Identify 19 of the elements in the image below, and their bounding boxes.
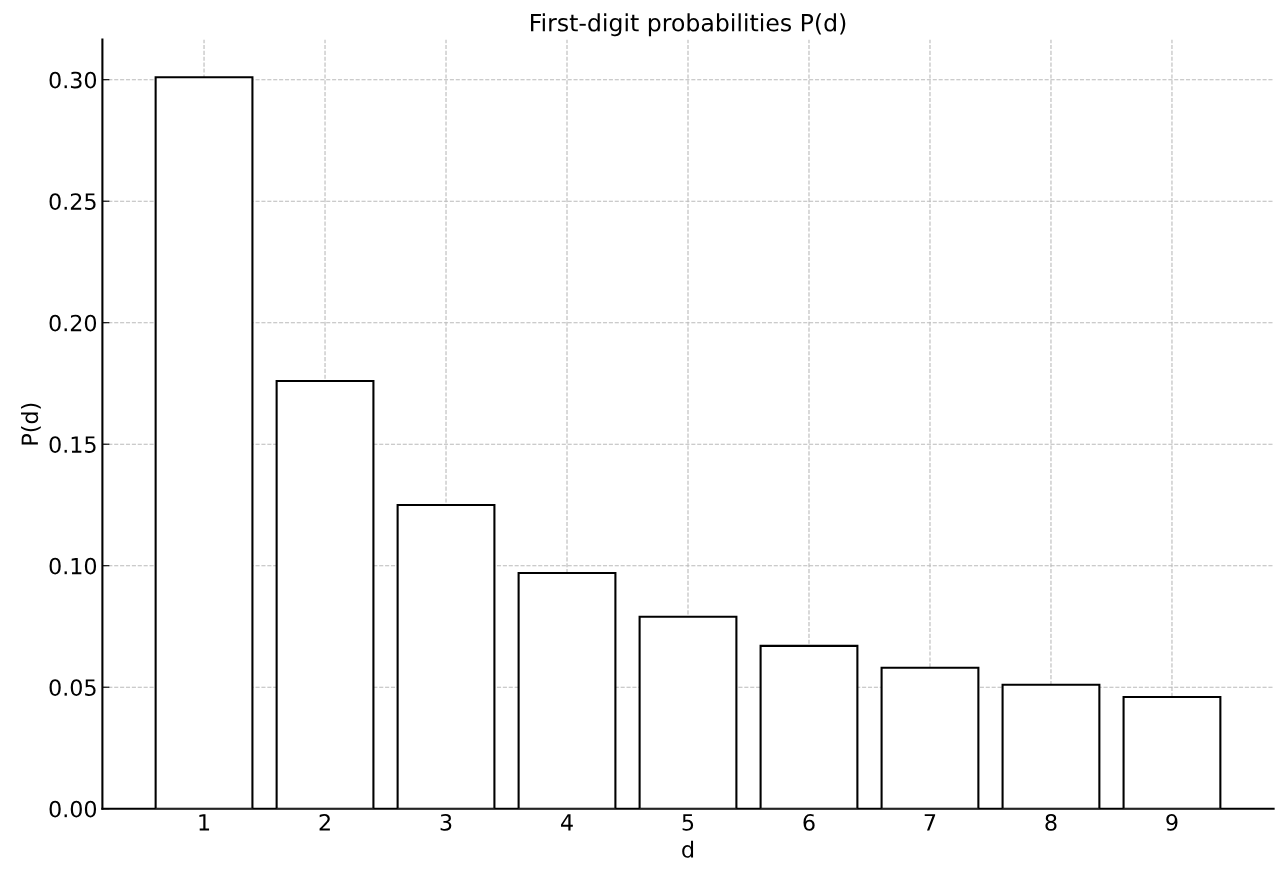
x-tick-label: 8 bbox=[1045, 813, 1057, 831]
x-tick-label: 2 bbox=[319, 813, 330, 831]
x-tick-label: 3 bbox=[440, 813, 452, 831]
chart-title: First-digit probabilities P(d) bbox=[531, 13, 846, 37]
x-tick-label: 7 bbox=[924, 814, 936, 831]
x-axis-title: d bbox=[682, 840, 694, 858]
y-tick-label: 0.10 bbox=[49, 557, 97, 575]
y-tick-label: 0.15 bbox=[49, 436, 96, 453]
y-axis-title: P(d) bbox=[21, 403, 41, 445]
y-tick-label: 0.25 bbox=[49, 193, 96, 210]
x-tick-label: 4 bbox=[561, 814, 573, 831]
x-tick-label: 9 bbox=[1166, 813, 1178, 831]
y-tick-label: 0.05 bbox=[49, 679, 96, 696]
x-tick-label: 6 bbox=[803, 813, 815, 831]
y-tick-label: 0.20 bbox=[49, 314, 97, 332]
y-tick-label: 0.00 bbox=[49, 800, 97, 818]
x-tick-label: 5 bbox=[682, 814, 694, 831]
y-tick-label: 0.30 bbox=[49, 71, 97, 89]
x-tick-label: 1 bbox=[199, 814, 210, 831]
